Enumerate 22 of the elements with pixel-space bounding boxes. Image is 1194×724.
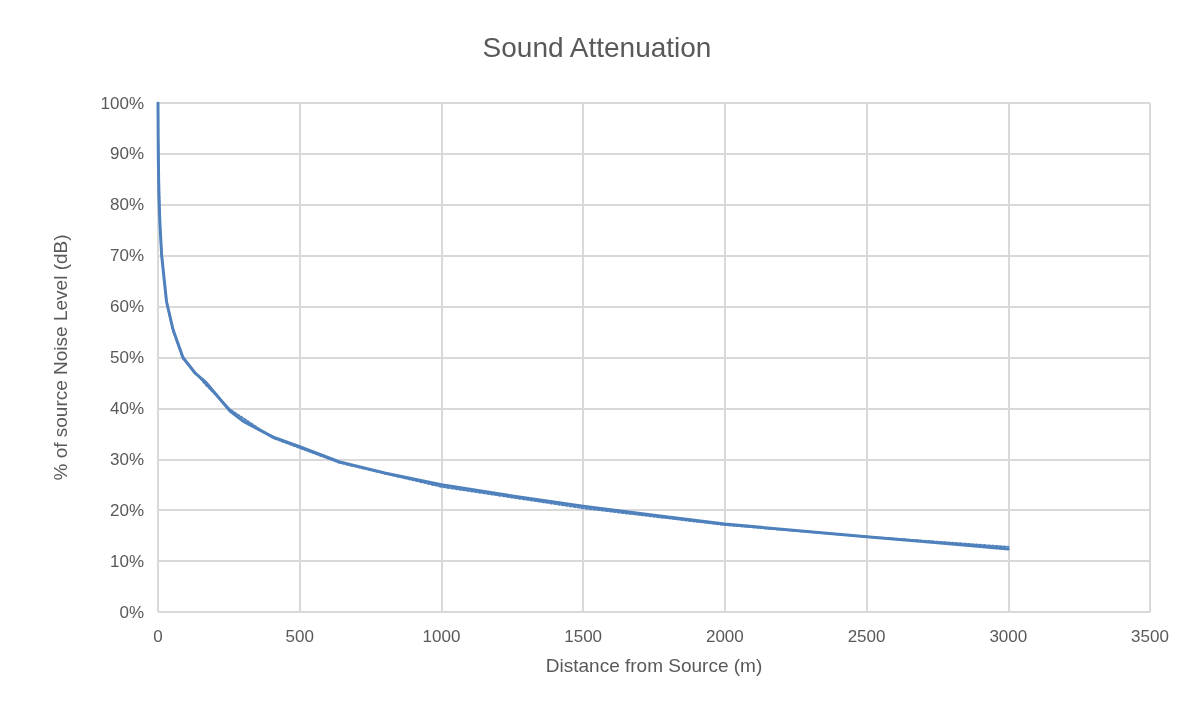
y-tick-label: 60% [109, 297, 144, 317]
x-axis-title: Distance from Source (m) [545, 655, 763, 676]
x-tick-label: 2000 [705, 627, 744, 646]
x-tick-label: 0 [153, 627, 163, 646]
y-tick-label: 80% [109, 195, 144, 215]
x-tick-label: 500 [285, 627, 314, 646]
x-tick-label: 3500 [1131, 627, 1169, 646]
y-tick-label: 70% [109, 246, 144, 266]
y-tick-label: 0% [119, 602, 144, 622]
y-tick-label: 50% [109, 348, 144, 367]
y-axis-title: % of source Noise Level (dB) [50, 234, 71, 481]
y-tick-label: 30% [109, 449, 144, 469]
y-tick-label: 10% [109, 551, 144, 571]
x-tick-label: 2500 [847, 627, 886, 646]
y-tick-label: 90% [109, 144, 144, 164]
chart-title: Sound Attenuation [482, 31, 712, 63]
x-tick-label: 1500 [564, 627, 603, 646]
y-tick-label: 40% [109, 398, 144, 418]
x-tick-label: 1000 [422, 627, 461, 646]
x-tick-label: 3000 [989, 627, 1028, 646]
y-tick-label: 20% [109, 500, 144, 520]
y-tick-label: 100% [100, 93, 144, 113]
